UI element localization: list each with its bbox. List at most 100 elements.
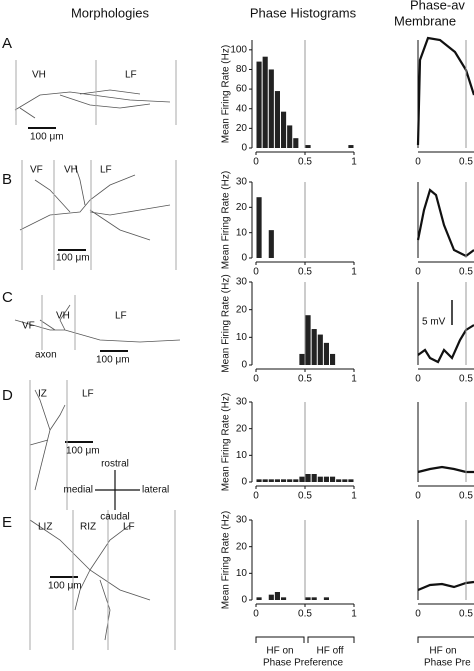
y-axis-label: Mean Firing Rate (Hz) (221, 274, 232, 372)
bar (323, 476, 329, 482)
bar (287, 125, 293, 148)
direction: medial (64, 485, 93, 496)
panel-letter: A (2, 35, 12, 52)
bar (305, 145, 311, 148)
bar (323, 597, 329, 600)
bar (311, 329, 317, 365)
bar (323, 342, 329, 365)
bar (336, 479, 342, 482)
axis-note: HF on (266, 646, 293, 657)
neuron (29, 519, 151, 641)
header: Morphologies (71, 5, 150, 20)
x-tick-label: 0 (253, 267, 259, 278)
bar (268, 479, 274, 482)
trace (417, 324, 474, 364)
region-label: VH (64, 165, 78, 176)
y-axis-label: Mean Firing Rate (Hz) (221, 393, 232, 491)
scale-label: 100 μm (56, 253, 90, 264)
neuron (29, 389, 66, 491)
bar (281, 111, 287, 148)
region-label: VF (30, 165, 43, 176)
x-tick-label: 1 (351, 374, 357, 385)
region-label: RIZ (80, 522, 96, 533)
region-label: LF (123, 522, 135, 533)
y-tick-label: 10 (236, 332, 248, 343)
neuron (14, 304, 181, 343)
y-tick-label: 0 (241, 477, 247, 488)
y-axis-label: Mean Firing Rate (Hz) (221, 511, 232, 609)
x-tick-label: 0.5 (298, 491, 312, 502)
header: Phase-av (410, 0, 465, 12)
neuron (14, 89, 171, 119)
x-tick-label: 0.5 (298, 609, 312, 620)
region-label: LIZ (38, 522, 52, 533)
x-tick-label: 0.5 (459, 267, 473, 278)
bar (274, 91, 280, 148)
x-tick-label: 1 (351, 491, 357, 502)
y-tick-label: 20 (236, 304, 248, 315)
bar (274, 592, 280, 600)
bar (281, 597, 287, 600)
x-tick-label: 0.5 (298, 267, 312, 278)
bar (268, 69, 274, 148)
x-tick-label: 0 (253, 157, 259, 168)
scale-label: 100 μm (30, 132, 64, 143)
x-tick-label: 0.5 (459, 609, 473, 620)
bar (342, 479, 348, 482)
bar (293, 138, 299, 148)
y-tick-label: 10 (236, 227, 248, 238)
bar (305, 474, 311, 482)
x-tick-label: 0.5 (298, 374, 312, 385)
bar (262, 479, 268, 482)
axis-note: HF off (316, 646, 343, 657)
y-tick-label: 0 (241, 595, 247, 606)
region-label: LF (115, 311, 127, 322)
scale-bar (28, 127, 128, 578)
bar (348, 479, 354, 482)
bar (305, 597, 311, 600)
bar (274, 479, 280, 482)
bar (268, 230, 274, 258)
x-tick-label: 0.5 (459, 157, 473, 168)
neuron (19, 164, 171, 241)
y-tick-label: 40 (236, 103, 248, 114)
bar (256, 61, 262, 148)
region-label: LF (100, 165, 112, 176)
y-tick-label: 10 (236, 568, 248, 579)
x-tick-label: 1 (351, 609, 357, 620)
scale-label: 100 μm (96, 355, 130, 366)
x-tick-label: 0.5 (459, 491, 473, 502)
y-tick-label: 30 (236, 277, 248, 288)
bracket (255, 636, 474, 643)
panel-letter: D (2, 387, 13, 404)
x-tick-label: 0 (415, 157, 421, 168)
trace (417, 465, 474, 474)
x-tick-label: 0 (415, 609, 421, 620)
bar (311, 597, 317, 600)
panel-letter: E (2, 514, 12, 531)
bar (293, 479, 299, 482)
bar (256, 597, 262, 600)
bar (311, 474, 317, 482)
x-tick-label: 0 (415, 267, 421, 278)
bar (348, 145, 354, 148)
x-tick-label: 0 (415, 491, 421, 502)
header: Membrane (394, 13, 456, 28)
y-tick-label: 0 (241, 253, 247, 264)
x-tick-label: 0 (253, 491, 259, 502)
bar (330, 476, 336, 482)
x-axis-label: Phase Preference (263, 658, 343, 669)
bar (287, 479, 293, 482)
y-tick-label: 30 (236, 515, 248, 526)
region-label: VH (32, 70, 46, 81)
bar (268, 594, 274, 600)
region-label: VF (22, 321, 35, 332)
y-tick-label: 30 (236, 397, 248, 408)
direction: caudal (100, 512, 129, 523)
y-tick-label: 0 (241, 143, 247, 154)
x-tick-label: 0 (415, 374, 421, 385)
trace (417, 580, 474, 592)
scale-label: 5 mV (422, 317, 446, 328)
trace (416, 188, 474, 258)
